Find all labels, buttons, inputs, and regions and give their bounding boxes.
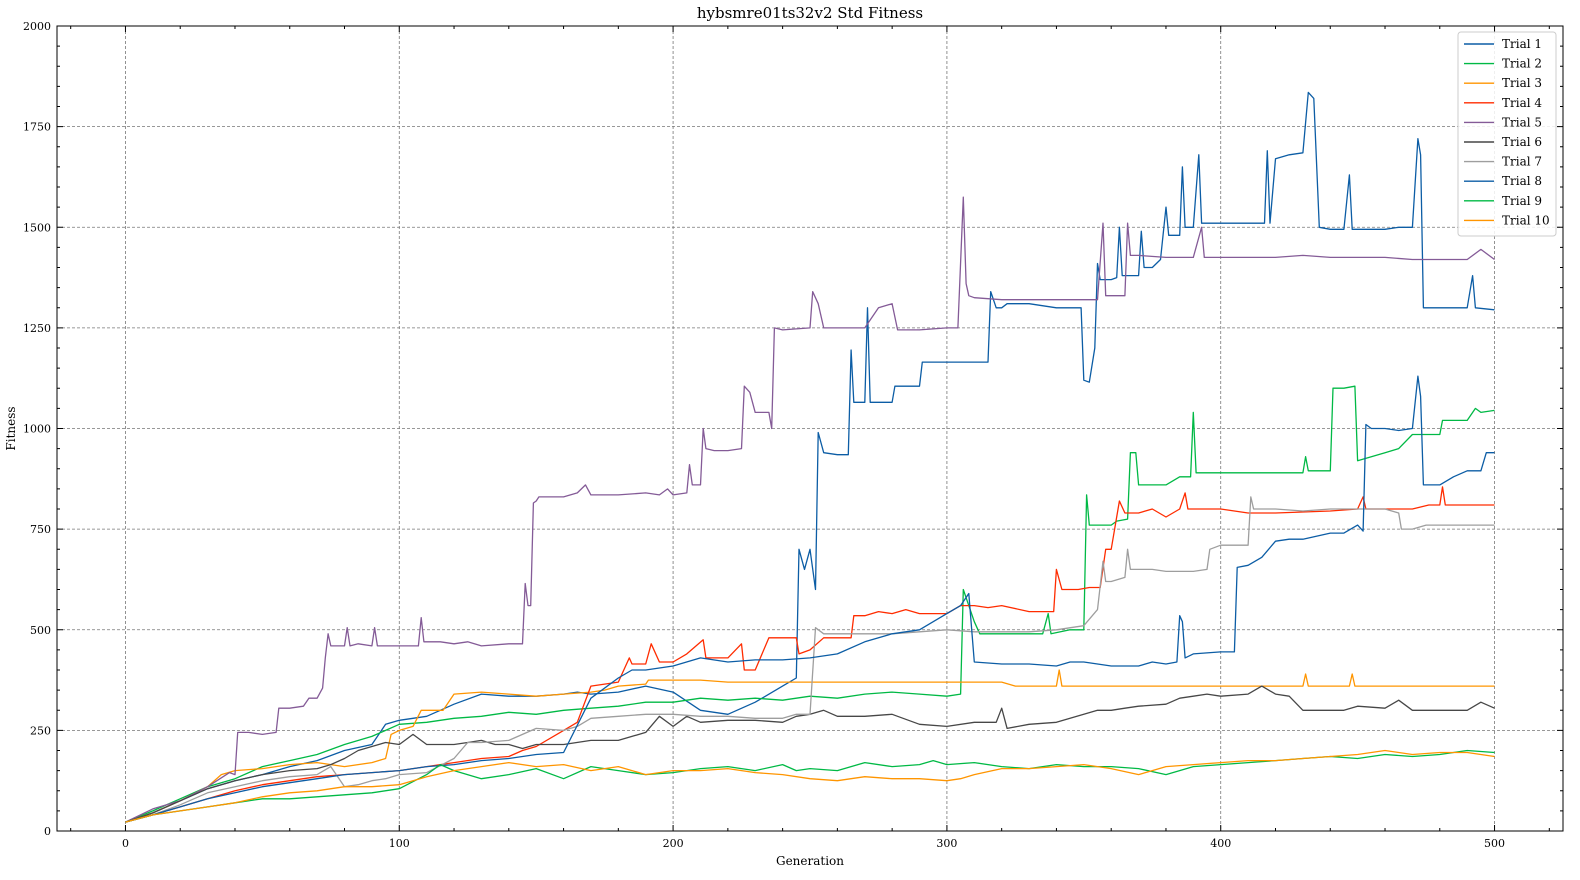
chart-title: hybsmre01ts32v2 Std Fitness [697,4,923,22]
series-line-trial-7 [125,496,1495,823]
x-tick-label: 500 [1484,837,1505,850]
series-line-trial-8 [125,375,1495,823]
y-tick-label: 500 [30,624,51,637]
series-lines [125,91,1495,823]
legend-label: Trial 2 [1502,57,1542,71]
y-tick-label: 1500 [23,221,51,234]
y-tick-label: 1000 [23,423,51,436]
y-tick-label: 0 [44,825,51,838]
legend-label: Trial 5 [1502,115,1542,129]
y-tick-label: 1750 [23,121,51,134]
series-line-trial-6 [125,685,1495,823]
y-tick-label: 750 [30,523,51,536]
legend-label: Trial 7 [1502,155,1542,169]
x-tick-label: 0 [122,837,129,850]
x-tick-label: 100 [389,837,410,850]
y-tick-label: 2000 [23,20,51,33]
series-line-trial-9 [125,749,1495,823]
y-tick-label: 1250 [23,322,51,335]
legend-label: Trial 8 [1502,174,1542,188]
legend-label: Trial 1 [1502,37,1542,51]
x-tick-label: 400 [1210,837,1231,850]
legend-label: Trial 3 [1502,76,1542,90]
legend-label: Trial 6 [1502,135,1542,149]
x-axis-label: Generation [776,854,844,868]
series-line-trial-2 [125,385,1495,823]
y-axis-label: Fitness [4,406,18,450]
axis-ticks: 0 100 200 300 400 500 0 250 500 750 1000 1250 1500 17… [23,20,1563,850]
x-tick-label: 200 [663,837,684,850]
series-line-trial-10 [125,749,1495,823]
legend-label: Trial 9 [1502,194,1542,208]
y-tick-label: 250 [30,724,51,737]
series-line-trial-4 [125,486,1495,823]
x-tick-label: 300 [936,837,957,850]
legend-label: Trial 4 [1502,96,1542,110]
series-line-trial-5 [125,196,1495,823]
series-line-trial-3 [125,669,1495,823]
legend: Trial 1 Trial 2 Trial 3 Trial 4 Trial 5 Trial… [1457,31,1557,237]
legend-label: Trial 10 [1502,213,1550,227]
